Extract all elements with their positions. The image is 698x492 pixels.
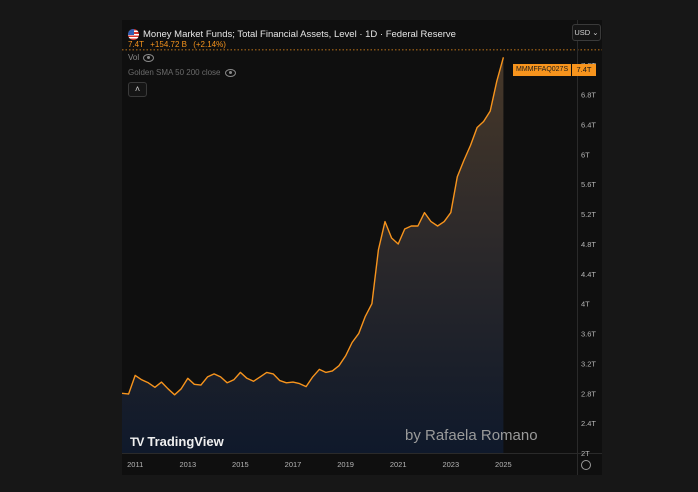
eye-hidden-icon[interactable]	[143, 53, 155, 62]
settings-gear-icon[interactable]	[581, 460, 591, 470]
change-value: +154.72 B	[150, 40, 187, 49]
y-tick-label: 6.8T	[581, 91, 596, 100]
sma-legend[interactable]: Golden SMA 50 200 close	[128, 68, 236, 77]
last-value: 7.4T	[128, 40, 145, 49]
tradingview-mark-icon: TV	[130, 434, 144, 449]
x-tick-label: 2013	[179, 460, 196, 469]
plot-area	[122, 49, 602, 454]
series-line	[122, 57, 505, 396]
x-tick-label: 2017	[285, 460, 302, 469]
series-area-fill	[122, 57, 504, 454]
tradingview-wordmark: TradingView	[147, 434, 224, 449]
y-tick-label: 5.2T	[581, 210, 596, 219]
chart-panel[interactable]: 2T 2.4T 2.8T 3.2T 3.6T 4T 4.4T 4.8T 5.2T 5.6T 6T 6.…	[122, 20, 602, 475]
y-tick-label: 5.6T	[581, 180, 596, 189]
chart-canvas[interactable]: 2T 2.4T 2.8T 3.2T 3.6T 4T 4.4T 4.8T 5.2T 5.6T 6T 6.…	[122, 20, 602, 475]
y-tick-label: 2T	[581, 449, 590, 458]
axes: 2T 2.4T 2.8T 3.2T 3.6T 4T 4.4T 4.8T 5.2T 5.6T 6T 6.…	[122, 20, 602, 475]
currency-button[interactable]: USD ⌄	[572, 24, 601, 41]
y-tick-label: 6.4T	[581, 121, 596, 130]
x-tick-label: 2019	[337, 460, 354, 469]
tradingview-logo[interactable]: TV TradingView	[130, 434, 224, 449]
y-tick-label: 2.8T	[581, 389, 596, 398]
series-title: Money Market Funds; Total Financial Asse…	[143, 28, 456, 40]
y-tick-label: 4.8T	[581, 240, 596, 249]
vol-label: Vol	[128, 53, 140, 62]
x-tick-label: 2023	[442, 460, 459, 469]
x-tick-label: 2011	[127, 460, 143, 469]
eye-hidden-icon[interactable]	[224, 68, 236, 77]
y-tick-label: 6T	[581, 150, 590, 159]
x-tick-label: 2025	[495, 460, 512, 469]
legend-values: 7.4T +154.72 B (+2.14%)	[128, 40, 230, 49]
y-tick-label: 4.4T	[581, 270, 596, 279]
sma-label: Golden SMA 50 200 close	[128, 68, 221, 77]
last-price-tag: 7.4T	[572, 64, 596, 76]
author-watermark: by Rafaela Romano	[405, 427, 538, 444]
y-tick-label: 3.6T	[581, 330, 596, 339]
x-tick-label: 2015	[232, 460, 249, 469]
change-percent: (+2.14%)	[193, 40, 226, 49]
x-tick-label: 2021	[390, 460, 407, 469]
volume-legend[interactable]: Vol	[128, 53, 155, 62]
us-flag-icon	[128, 28, 139, 40]
symbol-price-tag: MMMFFAQ027S	[513, 64, 572, 76]
y-tick-label: 4T	[581, 300, 590, 309]
y-tick-label: 2.4T	[581, 419, 596, 428]
y-tick-label: 3.2T	[581, 359, 596, 368]
collapse-legend-button[interactable]: ˄	[128, 82, 147, 97]
series-title-row[interactable]: Money Market Funds; Total Financial Asse…	[128, 27, 456, 41]
